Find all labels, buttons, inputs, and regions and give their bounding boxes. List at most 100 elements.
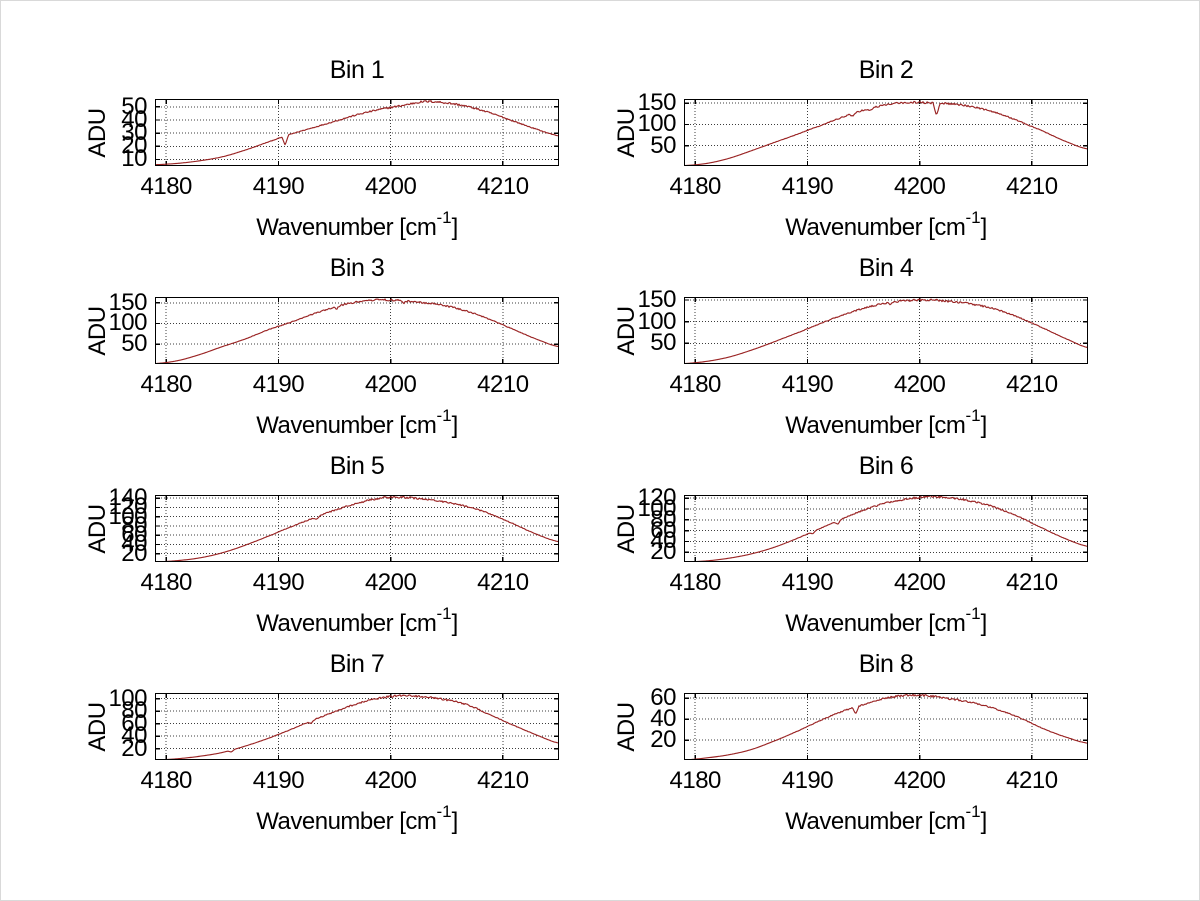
- x-tick-label: 4180: [140, 173, 193, 200]
- x-tick-label: 4200: [893, 371, 946, 398]
- subplot-title: Bin 2: [858, 56, 914, 84]
- x-axis-label-close: ]: [451, 808, 459, 835]
- x-axis-label-exponent: -1: [436, 208, 452, 227]
- y-tick-label: 20: [121, 132, 147, 160]
- y-tick-label: 50: [650, 131, 676, 159]
- x-axis-label: Wavenumber [cm-1]: [684, 206, 1088, 243]
- x-axis-label: Wavenumber [cm-1]: [684, 800, 1088, 837]
- x-tick-label: 4200: [364, 569, 417, 596]
- spectrum-curve: [684, 495, 1088, 562]
- axes-box: [684, 99, 1088, 166]
- y-tick-label: 20: [650, 726, 676, 754]
- subplot-title: Bin 1: [329, 56, 385, 84]
- x-axis-label-exponent: -1: [965, 604, 981, 623]
- y-tick-label: 40: [121, 530, 147, 558]
- y-tick-label: 40: [650, 705, 676, 733]
- x-tick-label: 4180: [140, 371, 193, 398]
- x-tick-label: 4200: [364, 371, 417, 398]
- y-tick-label: 20: [121, 539, 147, 567]
- x-axis-label: Wavenumber [cm-1]: [155, 602, 559, 639]
- x-axis-label-close: ]: [451, 412, 459, 439]
- x-axis-label: Wavenumber [cm-1]: [684, 602, 1088, 639]
- x-axis-label-exponent: -1: [965, 208, 981, 227]
- x-axis-label-close: ]: [980, 214, 988, 241]
- x-tick-label: 4210: [1006, 371, 1058, 398]
- x-axis-label-base: Wavenumber [cm: [256, 412, 437, 439]
- y-tick-label: 140: [108, 484, 147, 512]
- x-axis-label: Wavenumber [cm-1]: [155, 404, 559, 441]
- subplot-title: Bin 7: [329, 650, 385, 678]
- x-axis-label-close: ]: [451, 214, 459, 241]
- x-axis-label-base: Wavenumber [cm: [256, 808, 437, 835]
- y-tick-label: 50: [121, 92, 147, 120]
- spectrum-curve: [155, 495, 559, 562]
- x-tick-label: 4210: [1006, 767, 1058, 794]
- plot-area-bin-1: [155, 99, 559, 166]
- x-axis-label-base: Wavenumber [cm: [785, 808, 966, 835]
- x-axis-label: Wavenumber [cm-1]: [684, 404, 1088, 441]
- y-tick-label: 60: [650, 516, 676, 544]
- x-tick-label: 4180: [140, 569, 193, 596]
- axes-box: [684, 693, 1088, 760]
- x-tick-label: 4190: [252, 569, 305, 596]
- x-tick-label: 4190: [252, 371, 305, 398]
- plot-area-bin-3: [155, 297, 559, 364]
- y-tick-label: 100: [637, 495, 676, 523]
- y-tick-label: 120: [637, 484, 676, 512]
- plot-area-bin-8: [684, 693, 1088, 760]
- axes-box: [684, 297, 1088, 364]
- spectrum-curve: [684, 100, 1088, 166]
- x-tick-label: 4180: [669, 767, 722, 794]
- x-axis-label-close: ]: [451, 610, 459, 637]
- axes-box: [155, 297, 559, 364]
- x-tick-label: 4200: [364, 173, 417, 200]
- spectrum-curve: [684, 298, 1088, 364]
- spectrum-curve: [155, 694, 559, 760]
- y-tick-label: 60: [650, 684, 676, 712]
- y-tick-label: 120: [108, 493, 147, 521]
- y-tick-label: 150: [637, 89, 676, 117]
- x-tick-label: 4190: [781, 173, 834, 200]
- x-axis-label-exponent: -1: [436, 802, 452, 821]
- subplot-title: Bin 3: [329, 254, 385, 282]
- axes-box: [155, 693, 559, 760]
- x-axis-label: Wavenumber [cm-1]: [155, 206, 559, 243]
- x-axis-label-exponent: -1: [965, 406, 981, 425]
- axes-box: [155, 99, 559, 166]
- y-tick-label: 50: [650, 329, 676, 357]
- x-tick-label: 4190: [781, 371, 834, 398]
- plot-area-bin-2: [684, 99, 1088, 166]
- x-tick-label: 4190: [252, 767, 305, 794]
- x-tick-label: 4210: [477, 371, 529, 398]
- x-tick-label: 4210: [1006, 569, 1058, 596]
- y-tick-label: 40: [121, 722, 147, 750]
- plot-area-bin-5: [155, 495, 559, 562]
- y-tick-label: 80: [121, 697, 147, 725]
- y-tick-label: 40: [121, 106, 147, 134]
- x-tick-label: 4200: [893, 569, 946, 596]
- spectrum-curve: [155, 100, 559, 166]
- x-tick-label: 4210: [477, 767, 529, 794]
- subplot-title: Bin 5: [329, 452, 385, 480]
- subplot-title: Bin 8: [858, 650, 914, 678]
- subplot-title: Bin 4: [858, 254, 914, 282]
- x-axis-label-exponent: -1: [436, 406, 452, 425]
- y-tick-label: 80: [650, 505, 676, 533]
- x-axis-label-close: ]: [980, 808, 988, 835]
- y-tick-label: 40: [650, 527, 676, 555]
- y-tick-label: 150: [637, 286, 676, 314]
- y-tick-label: 10: [121, 145, 147, 173]
- x-tick-label: 4210: [1006, 173, 1058, 200]
- spectrum-curve: [155, 298, 559, 364]
- x-axis-label-close: ]: [980, 412, 988, 439]
- y-tick-label: 20: [650, 538, 676, 566]
- x-axis-label-exponent: -1: [436, 604, 452, 623]
- spectrum-curve: [684, 693, 1088, 760]
- x-tick-label: 4210: [477, 569, 529, 596]
- y-tick-label: 20: [121, 734, 147, 762]
- y-tick-label: 100: [108, 502, 147, 530]
- y-tick-label: 80: [121, 511, 147, 539]
- x-axis-label-base: Wavenumber [cm: [256, 610, 437, 637]
- x-tick-label: 4180: [669, 173, 722, 200]
